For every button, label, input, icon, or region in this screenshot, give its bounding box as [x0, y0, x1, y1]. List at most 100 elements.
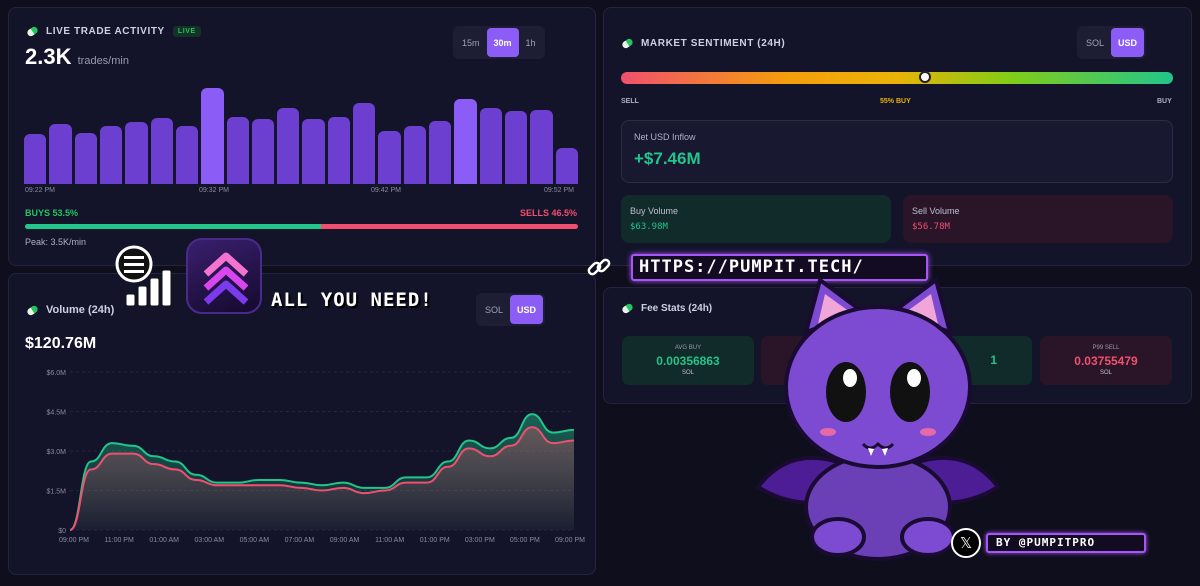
gauge-sell-label: SELL — [621, 98, 639, 105]
volume-series-line-0 — [69, 413, 575, 531]
x-logo-icon: 𝕏 — [951, 528, 981, 558]
volume-x-tick: 03:00 AM — [194, 537, 224, 544]
volume-title: Volume (24h) — [46, 304, 115, 316]
trade-time-2: 09:42 PM — [371, 187, 401, 194]
buy-volume-value: $63.98M — [630, 222, 668, 232]
trade-bar — [74, 133, 97, 184]
trade-bar — [530, 110, 553, 184]
link-icon — [587, 258, 611, 276]
avg-buy-card: AVG BUY 0.00356863 SOL — [622, 336, 754, 385]
trade-bar — [201, 88, 224, 184]
trade-bar — [302, 119, 325, 184]
trade-bar — [226, 117, 249, 184]
trade-bar — [429, 121, 452, 184]
volume-toggle-sol[interactable]: SOL — [485, 304, 504, 315]
pumpit-app-icon — [186, 238, 262, 314]
volume-series-area-1 — [70, 427, 574, 530]
volume-toggle-usd[interactable]: USD — [510, 295, 544, 324]
volume-x-tick: 09:00 PM — [555, 537, 585, 544]
volume-y-tick: $3.0M — [47, 449, 67, 456]
trade-bar — [454, 99, 477, 184]
trade-rate-unit: trades/min — [77, 55, 129, 67]
p99-sell-unit: SOL — [1099, 370, 1112, 376]
range-15m[interactable]: 15m — [462, 37, 480, 48]
promo-url-link[interactable]: HTTPS://PUMPIT.TECH/ — [631, 254, 928, 281]
volume-x-tick: 09:00 PM — [59, 537, 89, 544]
volume-unit-toggle: SOL USD — [476, 293, 546, 326]
pill-icon — [620, 37, 635, 50]
buy-share-fill — [25, 224, 321, 229]
gauge-buy-label: BUY — [1157, 98, 1172, 105]
trade-bar — [24, 134, 47, 184]
trade-time-1: 09:32 PM — [199, 187, 229, 194]
fee-stats-header: Fee Stats (24h) — [620, 302, 713, 315]
pill-icon — [25, 303, 40, 317]
chevron-up-icon — [203, 252, 249, 305]
trade-time-3: 09:52 PM — [544, 187, 574, 194]
sentiment-header: MARKET SENTIMENT (24H) — [620, 37, 786, 50]
fee-stats-title: Fee Stats (24h) — [641, 303, 713, 314]
sell-volume-value: $56.78M — [912, 222, 950, 232]
trade-bar — [479, 108, 502, 184]
trade-rate-value: 2.3K — [25, 44, 72, 69]
trade-bar — [378, 131, 401, 184]
volume-x-tick: 11:00 AM — [375, 537, 404, 544]
buy-sell-bar — [25, 224, 578, 229]
sentiment-title: MARKET SENTIMENT (24H) — [641, 38, 786, 49]
gauge-mid-label: 55% BUY — [880, 98, 911, 105]
sell-volume-label: Sell Volume — [912, 206, 960, 216]
peak-label: Peak: 3.5K/min — [25, 237, 87, 247]
volume-total: $120.76M — [25, 335, 97, 352]
volume-x-tick: 01:00 AM — [149, 537, 179, 544]
volume-x-tick: 03:00 PM — [465, 537, 495, 544]
trade-bar — [125, 122, 148, 184]
trade-bar-chart — [24, 88, 578, 184]
p99-sell-value: 0.03755479 — [1074, 354, 1138, 368]
avg-buy-unit: SOL — [681, 370, 694, 376]
net-inflow-value: +$7.46M — [634, 149, 701, 168]
pill-icon — [25, 25, 40, 38]
bat-cat-mascot — [755, 276, 1001, 561]
sell-volume-card: Sell Volume $56.78M — [903, 195, 1173, 243]
promo-handle[interactable]: BY @PUMPITPRO — [986, 533, 1146, 553]
buy-volume-card: Buy Volume $63.98M — [621, 195, 891, 243]
range-1h[interactable]: 1h — [525, 37, 536, 48]
range-30m[interactable]: 30m — [486, 28, 519, 57]
volume-chart: $6.0M $4.5M $3.0M $1.5M $0 09:00 PM 11:00 PM 01… — [47, 370, 586, 544]
sentiment-unit-toggle: SOL USD — [1077, 26, 1147, 59]
volume-x-tick: 11:00 PM — [104, 537, 134, 544]
avg-buy-label: AVG BUY — [674, 345, 702, 351]
trade-bar — [504, 111, 528, 184]
trade-bar — [49, 124, 72, 184]
buy-volume-label: Buy Volume — [630, 206, 679, 216]
avg-buy-value: 0.00356863 — [656, 354, 720, 368]
volume-x-tick: 07:00 AM — [285, 537, 315, 544]
pill-icon — [620, 302, 635, 315]
trade-rate: 2.3K trades/min — [25, 44, 129, 70]
sentiment-toggle-usd[interactable]: USD — [1111, 28, 1145, 57]
trade-bar — [353, 103, 376, 184]
live-badge: LIVE — [172, 26, 201, 37]
sells-label: SELLS 46.5% — [519, 208, 577, 218]
volume-y-tick: $6.0M — [47, 370, 67, 377]
trade-activity-title: LIVE TRADE ACTIVITY — [46, 26, 165, 37]
sentiment-gauge-knob[interactable] — [918, 71, 931, 83]
volume-header: Volume (24h) — [25, 303, 115, 317]
range-selector: 15m 30m 1h — [453, 26, 545, 59]
promo-tagline: ALL YOU NEED! — [271, 289, 433, 311]
trade-bar — [251, 119, 275, 184]
trade-bar — [99, 126, 123, 184]
volume-x-tick: 05:00 PM — [510, 537, 540, 544]
volume-x-tick: 05:00 AM — [240, 537, 270, 544]
volume-x-tick: 09:00 AM — [330, 537, 360, 544]
solana-signal-icon — [115, 245, 172, 307]
volume-y-tick: $1.5M — [47, 489, 67, 496]
volume-y-tick: $4.5M — [47, 410, 67, 417]
sentiment-toggle-sol[interactable]: SOL — [1086, 37, 1105, 48]
p99-sell-card: P99 SELL 0.03755479 SOL — [1040, 336, 1172, 385]
trade-bar — [327, 117, 351, 184]
fee-card-3-value: 1 — [990, 353, 997, 367]
trade-time-0: 09:22 PM — [25, 187, 55, 194]
trade-bar — [277, 108, 300, 184]
p99-sell-label: P99 SELL — [1092, 345, 1120, 351]
